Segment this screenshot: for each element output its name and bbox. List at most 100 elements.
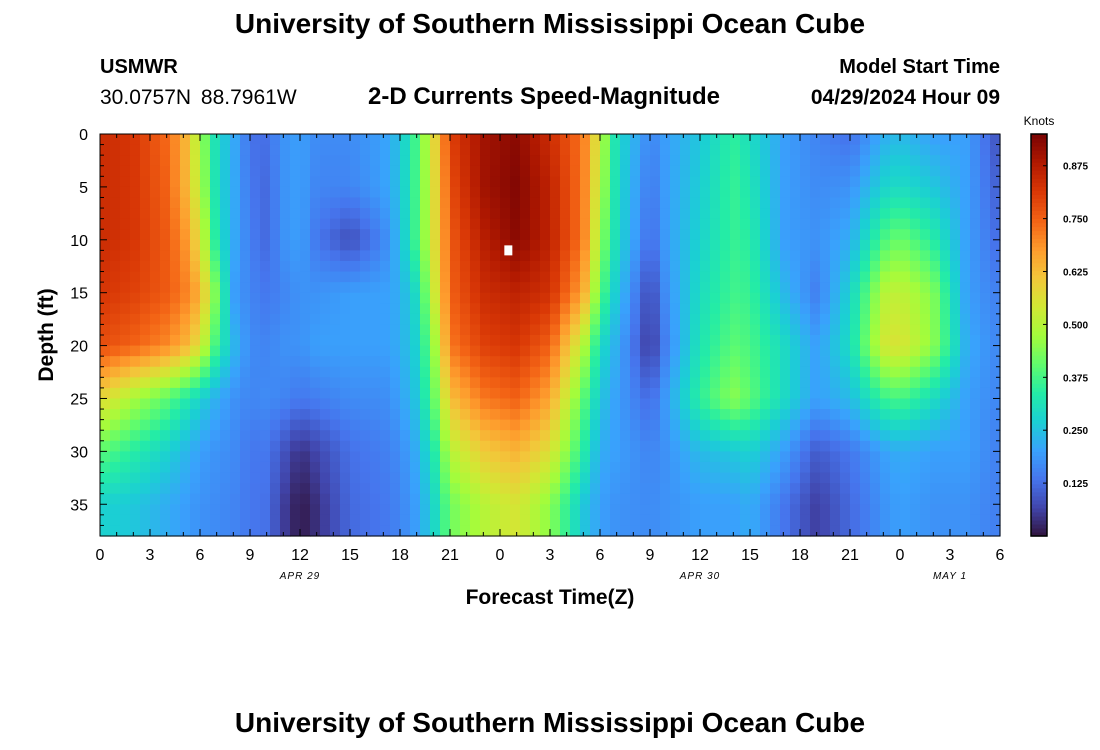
heatmap-cell	[280, 282, 291, 294]
heatmap-cell	[440, 398, 451, 410]
heatmap-cell	[310, 250, 321, 262]
heatmap-cell	[310, 430, 321, 442]
colorbar-segment	[1031, 363, 1047, 368]
heatmap-cell	[860, 292, 871, 304]
heatmap-cell	[460, 377, 471, 389]
heatmap-cell	[970, 271, 981, 283]
heatmap-cell	[390, 260, 401, 273]
heatmap-cell	[750, 165, 761, 177]
heatmap-cell	[870, 504, 881, 516]
heatmap-cell	[710, 303, 721, 315]
heatmap-cell	[390, 186, 401, 199]
heatmap-cell	[230, 155, 241, 167]
heatmap-cell	[320, 313, 331, 326]
colorbar-segment	[1031, 258, 1047, 264]
heatmap-cell	[470, 239, 481, 251]
heatmap-cell	[120, 229, 131, 241]
x-axis-label: Forecast Time(Z)	[466, 586, 635, 609]
heatmap-cell	[130, 409, 141, 421]
heatmap-cell	[350, 155, 361, 167]
heatmap-cell	[570, 440, 581, 452]
heatmap-cell	[590, 387, 601, 400]
heatmap-cell	[450, 197, 461, 209]
heatmap-cell	[230, 398, 241, 410]
heatmap-cell	[810, 514, 821, 527]
heatmap-cell	[890, 398, 901, 410]
heatmap-cell	[420, 514, 431, 527]
heatmap-cell	[950, 155, 961, 167]
heatmap-cell	[530, 260, 541, 273]
heatmap-cell	[200, 176, 211, 188]
colorbar-segment	[1031, 246, 1047, 252]
heatmap-cell	[270, 483, 281, 495]
heatmap-cell	[330, 271, 341, 283]
colorbar-segment	[1031, 375, 1047, 380]
heatmap-cell	[770, 218, 781, 230]
colorbar-segment	[1031, 411, 1047, 416]
heatmap-cell	[380, 504, 391, 516]
x-tick-label: 21	[841, 547, 859, 564]
colorbar-segment	[1031, 242, 1047, 248]
heatmap-cell	[890, 260, 901, 273]
heatmap-cell	[930, 176, 941, 188]
heatmap-cell	[110, 313, 121, 326]
heatmap-cell	[150, 208, 161, 220]
heatmap-cell	[700, 218, 711, 230]
heatmap-cell	[980, 514, 991, 527]
heatmap-cell	[560, 366, 571, 378]
colorbar-segment	[1031, 527, 1047, 533]
heatmap-cell	[600, 144, 611, 156]
heatmap-cell	[400, 366, 411, 378]
heatmap-cell	[290, 186, 301, 199]
heatmap-cell	[940, 239, 951, 251]
heatmap-cell	[320, 356, 331, 368]
heatmap-cell	[550, 324, 561, 336]
heatmap-cell	[350, 313, 361, 326]
heatmap-cell	[400, 303, 411, 315]
heatmap-cell	[850, 461, 861, 474]
heatmap-cell	[920, 493, 931, 505]
heatmap-cell	[230, 186, 241, 199]
heatmap-cell	[740, 292, 751, 304]
heatmap-cell	[120, 440, 131, 452]
heatmap-cell	[150, 398, 161, 410]
heatmap-cell	[150, 377, 161, 389]
heatmap-cell	[480, 292, 491, 304]
heatmap-cell	[980, 271, 991, 283]
heatmap-cell	[890, 514, 901, 527]
heatmap-cell	[870, 472, 881, 484]
heatmap-cell	[530, 303, 541, 315]
heatmap-cell	[800, 451, 811, 463]
heatmap-cell	[550, 313, 561, 326]
heatmap-cell	[880, 260, 891, 273]
heatmap-cell	[890, 366, 901, 378]
heatmap-cell	[340, 282, 351, 294]
heatmap-cell	[420, 398, 431, 410]
heatmap-cell	[360, 155, 371, 167]
heatmap-cell	[170, 409, 181, 421]
heatmap-cell	[980, 430, 991, 442]
heatmap-cell	[910, 271, 921, 283]
heatmap-cell	[570, 155, 581, 167]
heatmap-cell	[700, 493, 711, 505]
heatmap-cell	[510, 451, 521, 463]
heatmap-cell	[220, 176, 231, 188]
heatmap-cell	[210, 430, 221, 442]
heatmap-cell	[680, 260, 691, 273]
heatmap-cell	[250, 419, 261, 431]
heatmap-cell	[740, 271, 751, 283]
heatmap-cell	[140, 345, 151, 357]
heatmap-cell	[380, 239, 391, 251]
heatmap-cell	[830, 430, 841, 442]
heatmap-cell	[450, 176, 461, 188]
heatmap-cell	[590, 144, 601, 156]
heatmap-cell	[850, 335, 861, 347]
heatmap-cell	[880, 366, 891, 378]
heatmap-cell	[410, 483, 421, 495]
heatmap-cell	[310, 451, 321, 463]
colorbar-segment	[1031, 371, 1047, 376]
heatmap-cell	[990, 514, 1001, 527]
heatmap-cell	[230, 461, 241, 474]
heatmap-cell	[240, 282, 251, 294]
heatmap-cell	[780, 345, 791, 357]
